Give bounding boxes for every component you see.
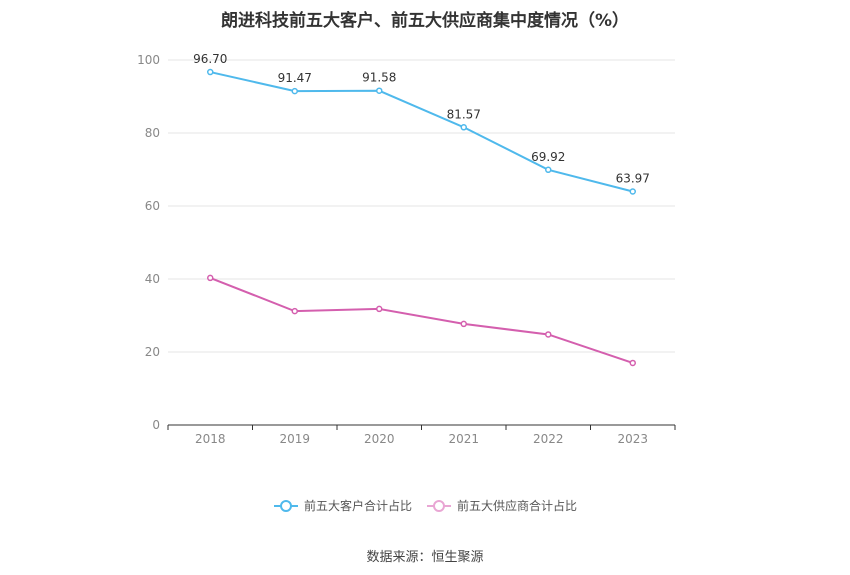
axes: 0 20 40 60 80 100 2018 2019 2020 2021 2022 2023: [137, 53, 676, 446]
data-label-s0-2023: 63.97: [616, 172, 650, 186]
legend-label-suppliers: 前五大供应商合计占比: [457, 499, 578, 513]
legend-item-customers[interactable]: 前五大客户合计占比: [273, 497, 412, 514]
legend-marker-suppliers: [427, 499, 451, 512]
x-tick-label-2021: 2021: [448, 432, 479, 446]
grid-lines: [168, 59, 675, 353]
y-tick-label-40: 40: [145, 272, 160, 286]
x-tick-label-2019: 2019: [279, 432, 310, 446]
x-tick-label-2018: 2018: [195, 432, 226, 446]
y-tick-label-20: 20: [145, 345, 160, 359]
data-label-s0-2018: 96.70: [193, 52, 227, 66]
x-tick-label-2022: 2022: [533, 432, 564, 446]
series-layer: [207, 68, 636, 367]
y-tick-label-60: 60: [145, 199, 160, 213]
legend-label-customers: 前五大客户合计占比: [303, 499, 412, 513]
data-point-s1-2023: [629, 359, 636, 367]
data-point-s0-2022: [545, 166, 552, 174]
legend: 前五大客户合计占比 前五大供应商合计占比: [0, 497, 850, 514]
x-tick-label-2020: 2020: [364, 432, 395, 446]
data-labels: 96.70 91.47 91.58 81.57 69.92 63.97: [193, 52, 650, 185]
data-point-s0-2018: [207, 68, 214, 76]
data-point-s1-2020: [376, 305, 383, 313]
data-point-s0-2023: [629, 188, 636, 195]
chart-title: 朗进科技前五大客户、前五大供应商集中度情况（%）: [220, 11, 630, 31]
data-point-s0-2019: [291, 87, 298, 95]
x-tick-label-2023: 2023: [617, 432, 648, 446]
source-note: 数据来源：恒生聚源: [366, 550, 484, 565]
y-tick-label-80: 80: [145, 126, 160, 140]
data-point-s1-2021: [460, 320, 467, 328]
y-tick-label-100: 100: [137, 53, 160, 67]
legend-marker-customers: [273, 499, 298, 512]
data-point-s0-2021: [460, 124, 467, 131]
data-point-s1-2022: [545, 331, 552, 338]
data-point-s1-2019: [291, 307, 298, 315]
data-label-s0-2019: 91.47: [278, 71, 312, 85]
series-line-1: [209, 276, 634, 364]
legend-item-suppliers[interactable]: 前五大供应商合计占比: [426, 497, 577, 514]
data-label-s0-2020: 91.58: [362, 71, 396, 85]
data-label-s0-2021: 81.57: [447, 107, 481, 121]
data-point-s1-2018: [207, 274, 214, 282]
data-point-s0-2020: [376, 87, 383, 94]
series-line-0: [210, 71, 633, 193]
data-label-s0-2022: 69.92: [531, 150, 565, 164]
y-tick-label-0: 0: [152, 418, 160, 432]
